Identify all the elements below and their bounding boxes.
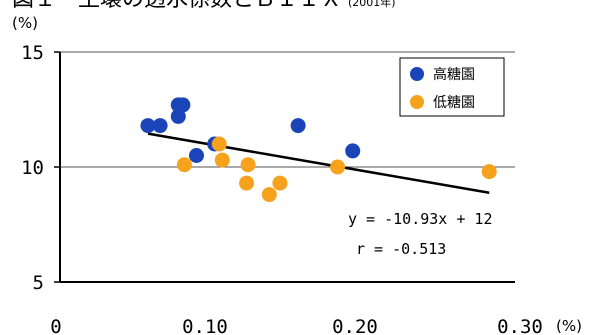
y-tick-label-2: 15: [21, 42, 44, 64]
chart-title-note: (2001年): [348, 0, 396, 9]
point-series0-5: [189, 148, 204, 163]
legend-marker-0: [410, 67, 424, 81]
point-series1-1: [211, 136, 227, 152]
y-tick-label-1: 10: [21, 157, 44, 179]
legend-label-0: 高糖園: [433, 66, 475, 83]
point-series0-4: [170, 108, 186, 124]
legend-label-1: 低糖園: [433, 95, 475, 111]
x-tick-label-0: 0: [50, 316, 61, 335]
point-series1-6: [272, 175, 288, 191]
chart-title-main: 図１ 土壌の透水係数とＢＩＩＸ: [12, 0, 342, 12]
x-tick-label-1: 0.10: [182, 316, 228, 335]
trendline: [147, 132, 490, 194]
point-series1-3: [240, 157, 256, 173]
point-series0-8: [345, 143, 361, 159]
correlation-coefficient: r = -0.513: [356, 240, 446, 258]
point-series1-8: [481, 164, 497, 180]
regression-equation: y = -10.93x + 12: [348, 210, 493, 228]
point-series1-5: [261, 187, 277, 203]
x-axis-unit: (%): [556, 317, 582, 335]
x-tick-label-2: 0.20: [332, 316, 378, 335]
legend-marker-1: [410, 95, 424, 109]
point-series1-2: [214, 152, 230, 168]
point-series1-4: [239, 175, 255, 191]
chart-title: 図１ 土壌の透水係数とＢＩＩＸ (2001年): [12, 0, 396, 12]
y-axis-unit: (%): [12, 14, 38, 32]
point-series0-0: [140, 118, 156, 134]
point-series0-7: [290, 118, 306, 134]
point-series1-0: [176, 157, 192, 173]
point-series0-1: [152, 118, 168, 134]
y-tick-label-0: 5: [33, 272, 44, 294]
point-series1-7: [330, 159, 346, 175]
x-tick-label-3: 0.30: [497, 316, 543, 335]
point-series0-3: [175, 97, 191, 113]
